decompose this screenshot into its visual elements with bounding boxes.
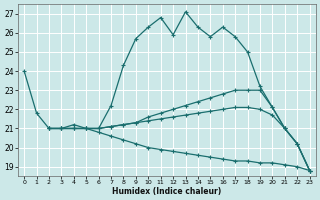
X-axis label: Humidex (Indice chaleur): Humidex (Indice chaleur) bbox=[112, 187, 221, 196]
